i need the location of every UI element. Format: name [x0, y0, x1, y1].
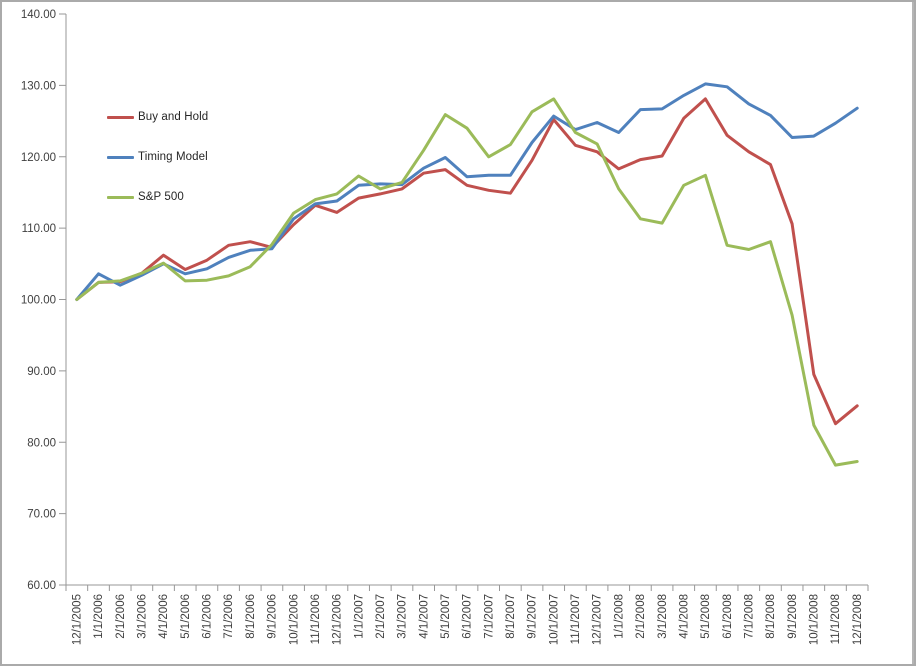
x-axis-tick-label: 9/1/2007 [527, 594, 539, 639]
series-line-buy-and-hold [75, 97, 859, 426]
y-axis-tick-label: 110.00 [22, 223, 56, 235]
x-axis-tick-label: 5/1/2006 [180, 594, 192, 639]
x-axis-tick-label: 8/1/2006 [245, 594, 257, 639]
x-axis-tick-label: 6/1/2008 [722, 594, 734, 639]
x-axis-tick-label: 8/1/2007 [505, 594, 517, 639]
y-axis-tick-label: 70.00 [27, 509, 56, 521]
y-axis-tick-label: 100.00 [21, 295, 56, 307]
x-axis-tick-label: 7/1/2007 [483, 594, 495, 639]
x-axis-tick-label: 10/1/2008 [808, 594, 820, 645]
legend-item-buy-and-hold: Buy and Hold [107, 109, 208, 125]
x-axis-tick-label: 3/1/2006 [137, 594, 149, 639]
y-axis-tick-label: 120.00 [21, 152, 56, 164]
legend-swatch-timing-model [107, 155, 134, 159]
legend-swatch-sp500 [107, 195, 134, 199]
x-axis-tick-label: 2/1/2006 [115, 594, 127, 639]
x-axis-tick-label: 4/1/2006 [158, 594, 170, 639]
x-axis-tick-label: 11/1/2006 [310, 594, 322, 644]
x-axis-tick-label: 9/1/2006 [267, 594, 279, 639]
x-axis-tick-label: 7/1/2008 [743, 594, 755, 639]
y-axis-tick-label: 80.00 [27, 437, 56, 449]
x-axis-tick-label: 12/1/2007 [592, 594, 604, 645]
x-axis-tick-label: 11/1/2008 [830, 594, 842, 644]
x-axis-tick-label: 10/1/2007 [548, 594, 560, 645]
x-axis-tick-label: 2/1/2008 [635, 594, 647, 639]
x-axis-tick-label: 11/1/2007 [570, 594, 582, 644]
x-axis-tick-label: 9/1/2008 [787, 594, 799, 639]
legend-label-buy-and-hold: Buy and Hold [138, 111, 209, 123]
y-axis-tick-label: 140.00 [21, 9, 56, 21]
legend: Buy and Hold Timing Model S&P 500 [107, 109, 208, 229]
x-axis-tick-label: 1/1/2008 [613, 594, 625, 639]
y-axis-tick-label: 90.00 [27, 366, 56, 378]
legend-item-timing-model: Timing Model [107, 149, 208, 165]
x-axis-tick-label: 12/1/2008 [852, 594, 864, 645]
legend-swatch-buy-and-hold [107, 115, 134, 119]
x-axis-tick-label: 2/1/2007 [375, 594, 387, 639]
x-axis-tick-label: 5/1/2008 [700, 594, 712, 639]
series-line-s-p-500 [75, 97, 859, 467]
x-axis-tick-label: 1/1/2006 [93, 594, 105, 639]
legend-label-timing-model: Timing Model [138, 151, 208, 163]
legend-item-sp500: S&P 500 [107, 189, 208, 205]
x-axis-tick-label: 12/1/2006 [332, 594, 344, 645]
legend-label-sp500: S&P 500 [138, 191, 184, 203]
x-axis-tick-label: 8/1/2008 [765, 594, 777, 639]
x-axis-tick-label: 6/1/2006 [202, 594, 214, 639]
x-axis-tick-label: 1/1/2007 [353, 594, 365, 639]
x-axis-tick-label: 6/1/2007 [462, 594, 474, 639]
x-axis-tick-label: 3/1/2008 [657, 594, 669, 639]
y-axis-tick-label: 60.00 [27, 580, 56, 592]
x-axis-tick-label: 4/1/2008 [678, 594, 690, 639]
y-axis-tick-label: 130.00 [21, 80, 56, 92]
x-axis-tick-label: 7/1/2006 [223, 594, 235, 639]
x-axis-tick-label: 5/1/2007 [440, 594, 452, 639]
x-axis-tick-label: 10/1/2006 [288, 594, 300, 645]
x-axis-tick-label: 4/1/2007 [418, 594, 430, 639]
series-line-timing-model [75, 82, 859, 301]
x-axis-tick-label: 3/1/2007 [397, 594, 409, 639]
x-axis-tick-label: 12/1/2005 [72, 594, 84, 645]
